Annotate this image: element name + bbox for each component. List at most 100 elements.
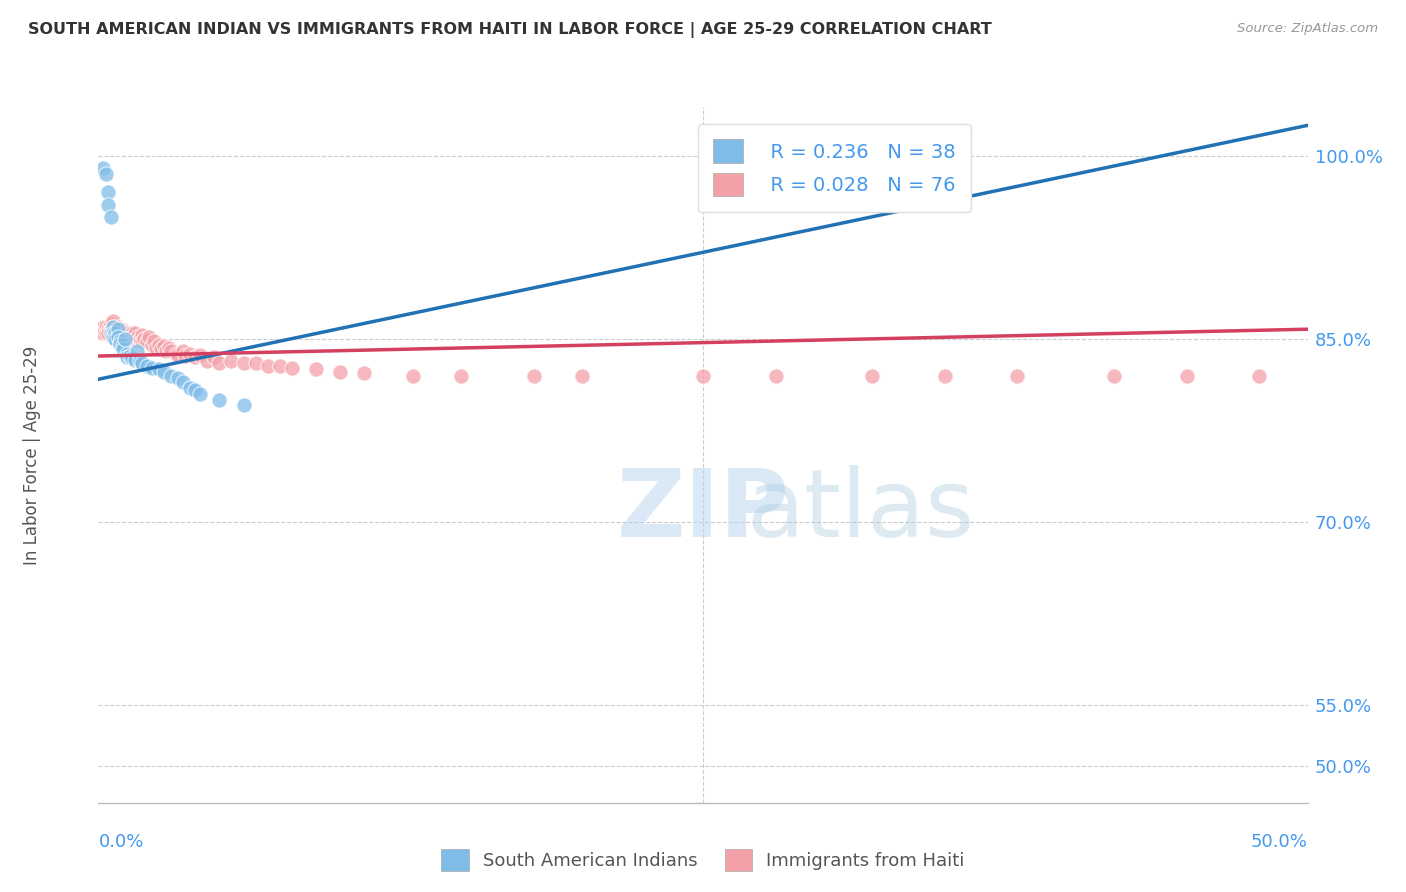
- Point: [692, 368, 714, 383]
- Point: [152, 339, 174, 353]
- Point: [100, 210, 122, 224]
- Point: [148, 338, 170, 352]
- Point: [1175, 368, 1198, 383]
- Point: [160, 368, 183, 383]
- Point: [167, 371, 190, 385]
- Point: [114, 325, 136, 339]
- Point: [523, 368, 546, 383]
- Point: [128, 354, 150, 368]
- Point: [107, 325, 129, 339]
- Point: [571, 368, 593, 383]
- Point: [131, 356, 153, 370]
- Point: [127, 344, 149, 359]
- Point: [1249, 368, 1271, 383]
- Point: [117, 351, 139, 365]
- Point: [269, 359, 291, 373]
- Point: [118, 349, 141, 363]
- Point: [141, 361, 163, 376]
- Point: [195, 354, 218, 368]
- Point: [135, 359, 157, 373]
- Point: [245, 356, 267, 370]
- Point: [121, 351, 143, 366]
- Point: [160, 344, 183, 359]
- Point: [143, 334, 166, 349]
- Point: [111, 338, 134, 352]
- Point: [127, 329, 149, 343]
- Text: atlas: atlas: [747, 465, 974, 557]
- Point: [204, 351, 226, 365]
- Point: [165, 346, 187, 360]
- Point: [305, 362, 328, 376]
- Point: [101, 313, 124, 327]
- Text: 50.0%: 50.0%: [1251, 833, 1308, 851]
- Point: [108, 334, 131, 349]
- Point: [167, 348, 190, 362]
- Point: [1007, 368, 1029, 383]
- Point: [184, 383, 207, 397]
- Point: [94, 319, 117, 334]
- Point: [148, 362, 170, 376]
- Point: [117, 326, 139, 340]
- Point: [94, 167, 117, 181]
- Point: [111, 342, 134, 356]
- Point: [353, 366, 375, 380]
- Point: [117, 346, 139, 360]
- Point: [121, 326, 143, 340]
- Point: [114, 332, 136, 346]
- Point: [111, 323, 134, 337]
- Point: [188, 348, 211, 362]
- Point: [100, 326, 122, 340]
- Point: [145, 341, 167, 355]
- Point: [402, 368, 425, 383]
- Point: [256, 359, 278, 373]
- Point: [131, 328, 153, 343]
- Point: [101, 326, 124, 340]
- Point: [179, 381, 201, 395]
- Point: [108, 322, 131, 336]
- Point: [174, 349, 197, 363]
- Point: [221, 354, 243, 368]
- Point: [101, 319, 124, 334]
- Point: [97, 186, 120, 200]
- Legend:   R = 0.236   N = 38,   R = 0.028   N = 76: R = 0.236 N = 38, R = 0.028 N = 76: [697, 124, 972, 212]
- Point: [152, 365, 174, 379]
- Point: [117, 329, 139, 343]
- Point: [155, 344, 177, 359]
- Point: [101, 319, 124, 334]
- Point: [172, 344, 194, 359]
- Point: [107, 319, 129, 334]
- Point: [124, 352, 146, 367]
- Point: [100, 318, 122, 332]
- Text: Source: ZipAtlas.com: Source: ZipAtlas.com: [1237, 22, 1378, 36]
- Point: [128, 332, 150, 346]
- Point: [104, 322, 127, 336]
- Point: [450, 368, 472, 383]
- Point: [124, 333, 146, 347]
- Point: [101, 329, 124, 343]
- Point: [100, 323, 122, 337]
- Point: [232, 356, 254, 370]
- Text: ZIP: ZIP: [617, 465, 789, 557]
- Point: [179, 346, 201, 360]
- Point: [157, 341, 180, 355]
- Point: [232, 398, 254, 412]
- Point: [131, 334, 153, 349]
- Point: [281, 361, 304, 376]
- Point: [138, 329, 160, 343]
- Point: [188, 387, 211, 401]
- Point: [91, 326, 114, 340]
- Point: [121, 329, 143, 343]
- Point: [141, 338, 163, 352]
- Point: [104, 326, 127, 340]
- Point: [104, 332, 127, 346]
- Point: [765, 368, 787, 383]
- Point: [108, 336, 131, 351]
- Point: [90, 326, 112, 340]
- Point: [104, 326, 127, 340]
- Point: [150, 342, 173, 356]
- Point: [184, 351, 207, 365]
- Point: [91, 161, 114, 175]
- Point: [97, 322, 120, 336]
- Point: [107, 322, 129, 336]
- Point: [934, 368, 956, 383]
